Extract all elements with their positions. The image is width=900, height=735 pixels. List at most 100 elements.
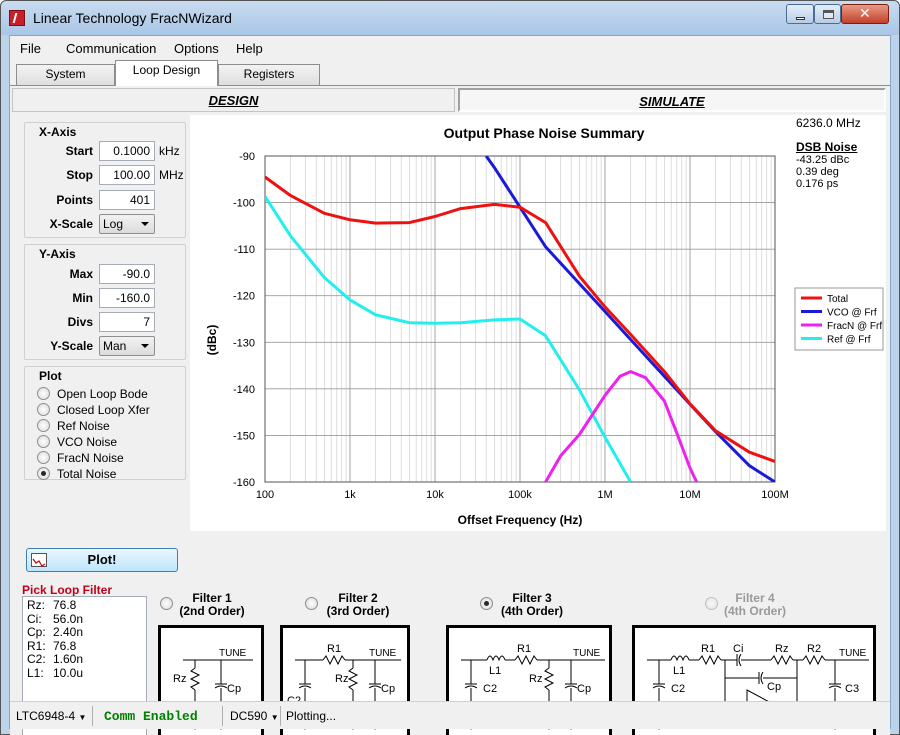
label-open-loop-bode: Open Loop Bode: [57, 387, 148, 401]
menu-file[interactable]: File: [20, 41, 41, 56]
status-divider: [280, 706, 281, 726]
status-bar: LTC6948-4 ▼ Comm Enabled DC590 ▼ Plottin…: [10, 701, 890, 729]
menu-options[interactable]: Options: [174, 41, 219, 56]
svg-text:Cp: Cp: [227, 683, 241, 695]
svg-text:Cp: Cp: [577, 683, 591, 695]
radio-filter-1[interactable]: [160, 597, 173, 610]
close-button[interactable]: ✕: [841, 4, 889, 24]
plot-icon: [31, 553, 47, 567]
label-ref-noise: Ref Noise: [57, 419, 110, 433]
y-tick-label: -160: [233, 477, 255, 489]
radio-ref-noise[interactable]: [37, 419, 50, 432]
y-tick-label: -90: [239, 151, 255, 163]
svg-text:Rz: Rz: [775, 643, 788, 655]
series-line-fracn-frf: [544, 370, 699, 482]
y-scale-combo[interactable]: Man: [99, 336, 155, 356]
radio-closed-loop-xfer[interactable]: [37, 403, 50, 416]
tab-registers[interactable]: Registers: [218, 64, 320, 85]
plot-group: Plot Open Loop Bode Closed Loop Xfer Ref…: [24, 366, 186, 481]
y-tick-label: -100: [233, 198, 255, 210]
menu-bar: File Communication Options Help: [10, 36, 890, 60]
radio-open-loop-bode[interactable]: [37, 387, 50, 400]
component-row: Cp: 2.40n: [27, 625, 84, 639]
label-vco-noise: VCO Noise: [57, 435, 118, 449]
grid: [264, 155, 776, 483]
svg-text:L1: L1: [489, 665, 501, 677]
x-tick-label: 100M: [761, 489, 789, 501]
stop-field[interactable]: 100.00: [99, 165, 155, 185]
y-tick-label: -110: [234, 244, 255, 256]
y-axis-title: Y-Axis: [39, 247, 76, 261]
design-button[interactable]: DESIGN: [12, 88, 455, 112]
x-axis-label: Offset Frequency (Hz): [458, 513, 583, 527]
x-tick-label: 1M: [597, 489, 612, 501]
stop-label: Stop: [66, 168, 93, 182]
x-axis-group: X-Axis Start 0.1000 kHz Stop 100.00 MHz …: [24, 122, 186, 238]
comm-status: Comm Enabled: [104, 709, 198, 724]
chevron-down-icon: [141, 344, 149, 348]
maximize-icon: [823, 10, 834, 19]
tab-system[interactable]: System: [16, 64, 115, 85]
radio-filter-4[interactable]: [705, 597, 718, 610]
radio-vco-noise[interactable]: [37, 435, 50, 448]
board-selector[interactable]: DC590 ▼: [230, 709, 279, 723]
series-line-total: [265, 175, 775, 463]
svg-text:Rz: Rz: [335, 673, 348, 685]
menu-help[interactable]: Help: [236, 41, 263, 56]
x-tick-label: 100: [256, 489, 274, 501]
filter-2-title: Filter 2 (3rd Order): [326, 591, 390, 618]
series: [265, 156, 775, 482]
plot-button-label: Plot!: [87, 552, 117, 567]
series-line-ref-frf: [265, 195, 632, 482]
component-row: R1: 76.8: [27, 638, 77, 653]
max-label: Max: [69, 267, 93, 281]
part-selector[interactable]: LTC6948-4 ▼: [16, 709, 87, 723]
title-bar[interactable]: Linear Technology FracNWizard ✕: [1, 1, 899, 35]
points-field[interactable]: 401: [99, 190, 155, 210]
start-field[interactable]: 0.1000: [99, 141, 155, 161]
points-label: Points: [56, 193, 93, 207]
svg-text:C3: C3: [845, 683, 859, 695]
simulate-button[interactable]: SIMULATE: [458, 88, 886, 112]
radio-filter-3[interactable]: [480, 597, 493, 610]
min-field[interactable]: -160.0: [99, 288, 155, 308]
y-scale-label: Y-Scale: [50, 339, 93, 353]
divs-field[interactable]: 7: [99, 312, 155, 332]
tab-strip: System Loop Design Registers: [10, 60, 890, 86]
max-field[interactable]: -90.0: [99, 264, 155, 284]
component-row: Rz: 76.8: [27, 598, 77, 612]
radio-filter-2[interactable]: [305, 597, 318, 610]
plot-button[interactable]: Plot!: [26, 548, 178, 572]
stop-unit: MHz: [159, 168, 184, 182]
min-label: Min: [72, 291, 93, 305]
svg-text:Ci: Ci: [733, 643, 743, 655]
filter-1-title: Filter 1 (2nd Order): [179, 591, 245, 618]
chart-title: Output Phase Noise Summary: [444, 125, 645, 141]
svg-text:Cp: Cp: [767, 681, 781, 693]
svg-text:R2: R2: [807, 643, 821, 655]
series-line-vco-frf: [484, 156, 775, 482]
x-tick-label: 1k: [344, 489, 356, 501]
menu-communication[interactable]: Communication: [66, 41, 157, 56]
svg-text:L1: L1: [673, 665, 685, 677]
svg-text:Cp: Cp: [381, 683, 395, 695]
legend-entry: Total: [827, 294, 848, 305]
close-icon: ✕: [859, 6, 871, 22]
minimize-button[interactable]: [786, 4, 814, 24]
tab-loop-design[interactable]: Loop Design: [115, 60, 218, 86]
y-tick-label: -140: [233, 384, 255, 396]
plot-frame: [264, 155, 776, 483]
svg-text:Rz: Rz: [173, 673, 186, 685]
linear-technology-logo-icon: [9, 10, 25, 26]
x-scale-label: X-Scale: [49, 217, 93, 231]
chevron-down-icon: ▼: [78, 713, 87, 722]
x-scale-combo[interactable]: Log: [99, 214, 155, 234]
legend-entry: FracN @ Frf: [827, 321, 882, 332]
radio-fracn-noise[interactable]: [37, 451, 50, 464]
legend-entry: VCO @ Frf: [827, 308, 877, 319]
dsb-noise-deg: 0.39 deg: [796, 166, 839, 178]
label-total-noise: Total Noise: [57, 467, 117, 481]
maximize-button[interactable]: [814, 4, 841, 24]
radio-total-noise[interactable]: [37, 467, 50, 480]
